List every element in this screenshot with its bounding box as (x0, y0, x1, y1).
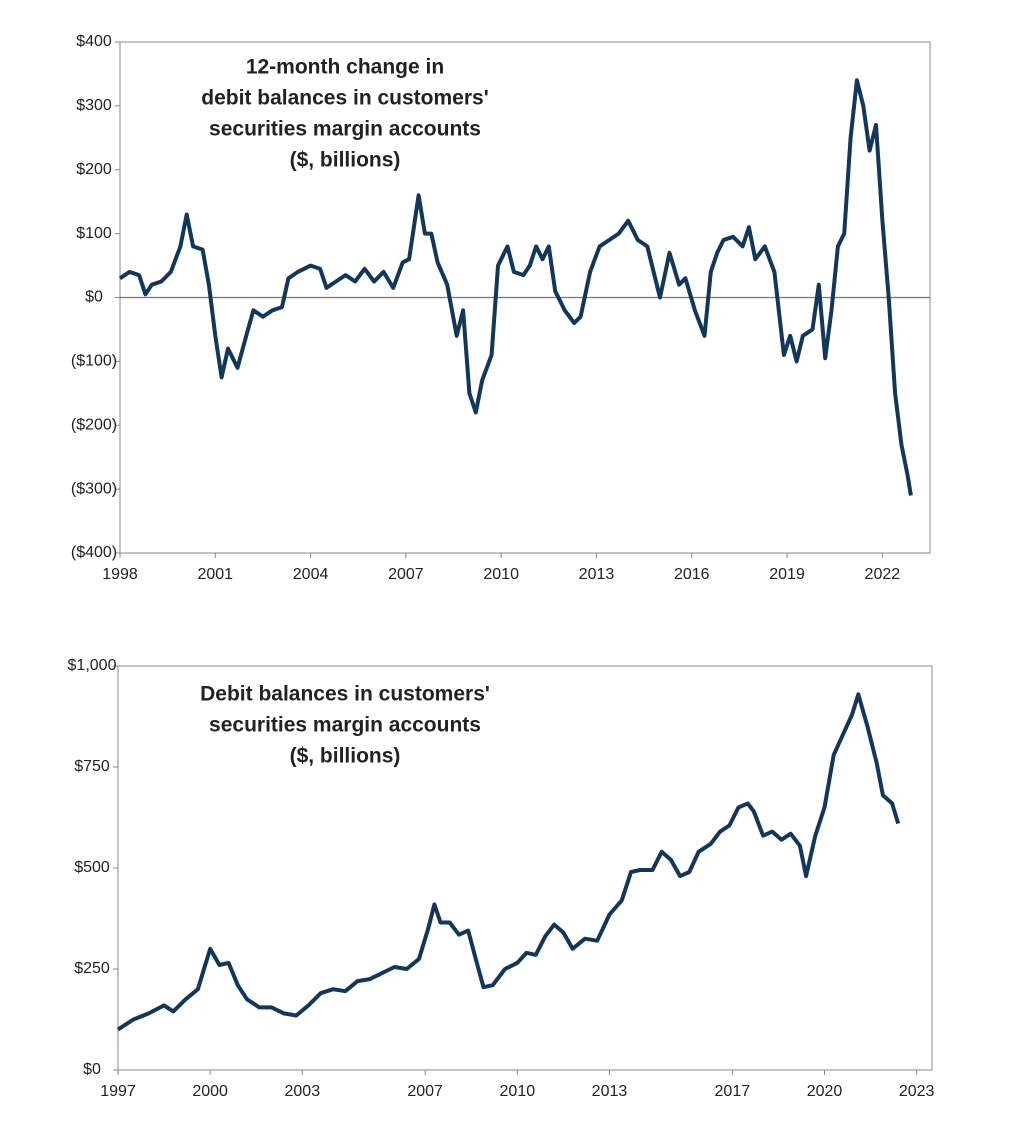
x-tick-label: 2010 (483, 566, 519, 583)
y-tick-label: $100 (76, 225, 112, 242)
x-tick-label: 2000 (192, 1083, 228, 1100)
x-tick-label: 2004 (293, 566, 329, 583)
x-tick-label: 2017 (715, 1083, 751, 1100)
x-tick-label: 2007 (388, 566, 424, 583)
chart-title: debit balances in customers' (201, 87, 488, 110)
x-tick-label: 2013 (592, 1083, 628, 1100)
y-tick-label: $1,000 (68, 657, 117, 674)
x-tick-label: 1998 (102, 566, 138, 583)
y-tick-label: $400 (76, 33, 112, 50)
x-tick-label: 2019 (769, 566, 805, 583)
x-tick-label: 2016 (674, 566, 710, 583)
y-tick-label: $750 (74, 758, 110, 775)
x-tick-label: 2022 (865, 566, 901, 583)
y-tick-label: ($200) (71, 416, 117, 433)
x-tick-label: 2007 (407, 1083, 443, 1100)
y-tick-label: $0 (83, 1061, 101, 1078)
chart-title: ($, billions) (290, 149, 401, 172)
chart-title: securities margin accounts (209, 118, 481, 141)
y-tick-label: $300 (76, 97, 112, 114)
x-tick-label: 2013 (579, 566, 615, 583)
x-tick-label: 2003 (285, 1083, 321, 1100)
y-tick-label: ($300) (71, 480, 117, 497)
y-tick-label: ($100) (71, 353, 117, 370)
chart-title: securities margin accounts (209, 714, 481, 737)
x-tick-label: 2023 (899, 1083, 935, 1100)
x-tick-label: 2010 (500, 1083, 536, 1100)
y-tick-label: ($400) (71, 544, 117, 561)
chart-title: ($, billions) (290, 745, 401, 768)
y-tick-label: $500 (74, 859, 110, 876)
y-tick-label: $0 (85, 289, 103, 306)
y-tick-label: $200 (76, 161, 112, 178)
y-tick-label: $250 (74, 960, 110, 977)
data-line (118, 78, 913, 496)
x-tick-label: 2020 (807, 1083, 843, 1100)
x-tick-label: 1997 (100, 1083, 136, 1100)
x-tick-label: 2001 (197, 566, 233, 583)
data-line (116, 692, 901, 1032)
chart-title: Debit balances in customers' (200, 683, 490, 706)
chart-title: 12-month change in (246, 56, 444, 79)
